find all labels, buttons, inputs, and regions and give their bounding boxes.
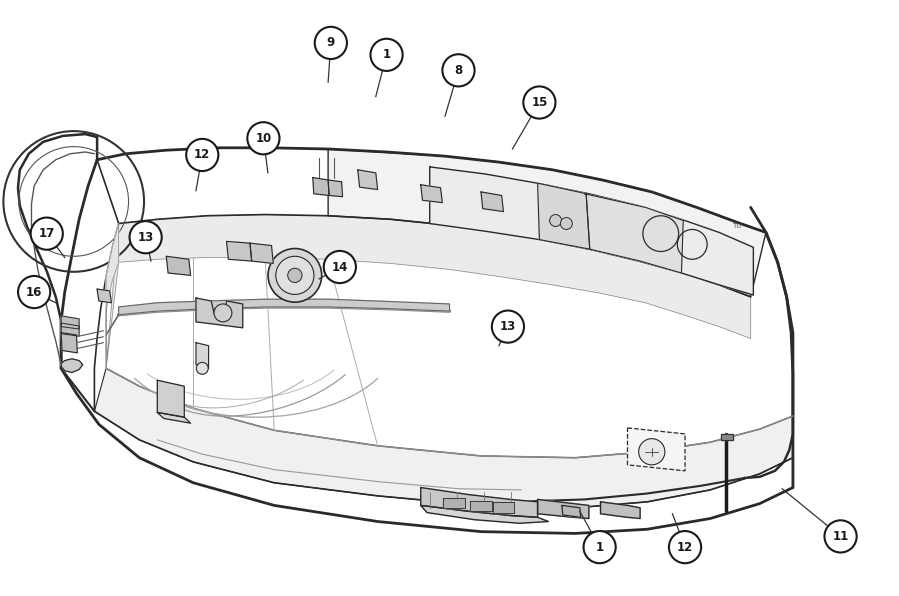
Polygon shape (61, 316, 79, 329)
Circle shape (370, 39, 403, 71)
Polygon shape (61, 323, 79, 336)
Circle shape (442, 54, 475, 86)
Polygon shape (562, 505, 581, 517)
Polygon shape (421, 488, 538, 517)
Text: 13: 13 (500, 320, 516, 333)
Polygon shape (470, 501, 492, 511)
Circle shape (523, 86, 556, 119)
Polygon shape (601, 502, 640, 519)
Polygon shape (61, 359, 83, 372)
Circle shape (315, 27, 347, 59)
Circle shape (31, 218, 63, 250)
Text: 1: 1 (382, 48, 391, 61)
Polygon shape (250, 243, 273, 263)
Text: 1: 1 (595, 541, 604, 554)
Polygon shape (493, 502, 514, 513)
Polygon shape (421, 505, 548, 523)
Polygon shape (94, 368, 793, 508)
Circle shape (288, 268, 302, 283)
Polygon shape (227, 241, 252, 261)
Polygon shape (481, 192, 503, 212)
Polygon shape (443, 498, 465, 508)
Polygon shape (313, 178, 329, 195)
Text: TU: TU (733, 224, 742, 229)
Polygon shape (166, 256, 191, 275)
Polygon shape (119, 299, 450, 315)
Polygon shape (196, 343, 209, 368)
Circle shape (276, 256, 314, 294)
Polygon shape (628, 428, 685, 471)
Polygon shape (538, 184, 590, 249)
Circle shape (18, 276, 50, 308)
Text: 13: 13 (138, 231, 154, 244)
Circle shape (638, 439, 665, 465)
Polygon shape (157, 412, 191, 423)
Circle shape (247, 122, 280, 154)
Text: 16: 16 (26, 285, 42, 299)
Circle shape (268, 249, 322, 302)
Polygon shape (328, 180, 343, 197)
Text: 12: 12 (677, 541, 693, 554)
Text: 10: 10 (255, 132, 271, 145)
Polygon shape (106, 215, 751, 368)
Circle shape (214, 304, 232, 322)
Circle shape (560, 218, 573, 229)
Polygon shape (721, 434, 733, 440)
Circle shape (669, 531, 701, 563)
Text: 14: 14 (332, 260, 348, 274)
Text: 17: 17 (39, 227, 55, 240)
Text: 8: 8 (454, 64, 463, 77)
Polygon shape (106, 224, 119, 368)
Circle shape (324, 251, 356, 283)
Circle shape (824, 520, 857, 552)
Polygon shape (157, 380, 184, 417)
Circle shape (549, 215, 562, 226)
Text: 15: 15 (531, 96, 547, 109)
Polygon shape (61, 333, 77, 353)
Polygon shape (584, 194, 683, 273)
Text: 12: 12 (194, 148, 210, 162)
Polygon shape (538, 499, 589, 519)
Polygon shape (358, 170, 378, 190)
Polygon shape (430, 167, 753, 295)
Polygon shape (196, 298, 243, 328)
Polygon shape (97, 289, 111, 303)
Circle shape (492, 311, 524, 343)
Text: 9: 9 (326, 36, 335, 49)
Circle shape (196, 362, 209, 374)
Circle shape (129, 221, 162, 253)
Circle shape (583, 531, 616, 563)
Text: 11: 11 (832, 530, 849, 543)
Polygon shape (421, 185, 442, 203)
Circle shape (186, 139, 218, 171)
Polygon shape (328, 149, 766, 297)
